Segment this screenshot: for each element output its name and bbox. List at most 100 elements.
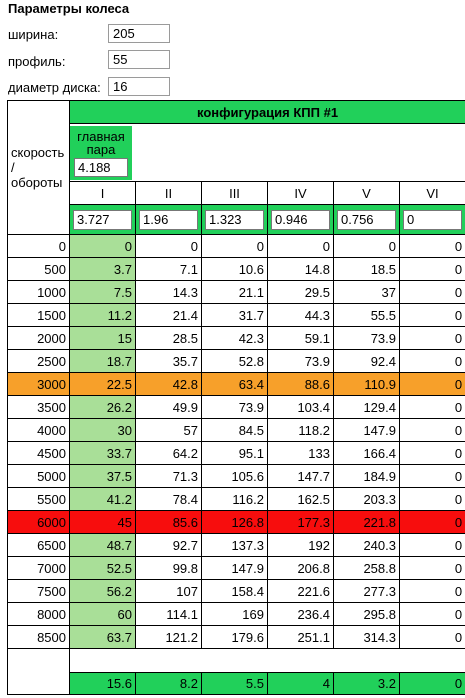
speed-cell: 0 (398, 372, 465, 396)
gear-ratio-cell-1 (69, 204, 136, 235)
table-row: 7500 56.2 107 158.4 221.6 277.3 0 (7, 579, 465, 603)
speed-cell: 314.3 (333, 625, 400, 649)
gear-ratio-cell-2 (135, 204, 202, 235)
speed-rpm-label-cell: скорость / обороты (7, 100, 70, 235)
rpm-cell: 500 (7, 257, 70, 281)
speed-cell: 0 (398, 533, 465, 557)
gear-ratio-input-4[interactable] (271, 209, 330, 230)
rpm-cell: 2000 (7, 326, 70, 350)
rpm-cell: 1500 (7, 303, 70, 327)
rpm-cell: 2500 (7, 349, 70, 373)
rpm-cell: 5500 (7, 487, 70, 511)
total-cell: 15.6 (69, 672, 136, 695)
spacer-cell (68, 648, 465, 673)
gear-ratio-input-6[interactable] (403, 209, 463, 230)
speed-cell: 0 (398, 257, 465, 281)
gear-ratio-input-5[interactable] (337, 209, 396, 230)
table-row: 6000 45 85.6 126.8 177.3 221.8 0 (7, 510, 465, 534)
speed-cell: 0 (398, 464, 465, 488)
speed-cell: 18.7 (69, 349, 136, 373)
speed-cell: 56.2 (69, 579, 136, 603)
speed-cell: 251.1 (267, 625, 334, 649)
speed-cell: 236.4 (267, 602, 334, 626)
table-row: 1500 11.2 21.4 31.7 44.3 55.5 0 (7, 303, 465, 327)
speed-cell: 15 (69, 326, 136, 350)
width-label: ширина: (8, 27, 59, 42)
rpm-cell: 3500 (7, 395, 70, 419)
speed-cell: 64.2 (135, 441, 202, 465)
speed-cell: 0 (135, 234, 202, 258)
gear-ratio-input-3[interactable] (205, 209, 264, 230)
speed-cell: 10.6 (201, 257, 268, 281)
speed-cell: 21.4 (135, 303, 202, 327)
speed-cell: 52.8 (201, 349, 268, 373)
speed-cell: 37 (333, 280, 400, 304)
main-pair-row: главная пара (68, 123, 465, 182)
total-cell: 0 (398, 672, 465, 695)
speed-cell: 45 (69, 510, 136, 534)
gear-ratio-cell-6 (398, 204, 465, 235)
speed-cell: 110.9 (333, 372, 400, 396)
speed-cell: 3.7 (69, 257, 136, 281)
speed-cell: 71.3 (135, 464, 202, 488)
speed-cell: 99.8 (135, 556, 202, 580)
speed-cell: 21.1 (201, 280, 268, 304)
speed-cell: 95.1 (201, 441, 268, 465)
gearbox-table: скорость / обороты конфигурация КПП #1 г… (7, 100, 465, 695)
speed-cell: 30 (69, 418, 136, 442)
speed-cell: 0 (398, 579, 465, 603)
speed-cell: 18.5 (333, 257, 400, 281)
speed-cell: 57 (135, 418, 202, 442)
speed-cell: 258.8 (333, 556, 400, 580)
speed-cell: 177.3 (267, 510, 334, 534)
gear-ratio-cell-4 (267, 204, 334, 235)
speed-cell: 37.5 (69, 464, 136, 488)
speed-cell: 147.9 (333, 418, 400, 442)
speed-cell: 28.5 (135, 326, 202, 350)
speed-cell: 31.7 (201, 303, 268, 327)
speed-cell: 0 (398, 625, 465, 649)
gear-header-2: II (135, 181, 202, 205)
speed-cell: 85.6 (135, 510, 202, 534)
gear-ratio-input-1[interactable] (73, 209, 132, 230)
speed-cell: 7.5 (69, 280, 136, 304)
speed-cell: 26.2 (69, 395, 136, 419)
speed-cell: 0 (398, 349, 465, 373)
total-cell: 4 (267, 672, 334, 695)
gear-ratio-cell-5 (333, 204, 400, 235)
gear-header-5: V (333, 181, 400, 205)
speed-cell: 55.5 (333, 303, 400, 327)
gear-header-4: IV (267, 181, 334, 205)
speed-cell: 0 (398, 602, 465, 626)
speed-cell: 73.9 (333, 326, 400, 350)
gear-ratio-cell-3 (201, 204, 268, 235)
speed-cell: 92.4 (333, 349, 400, 373)
speed-cell: 147.9 (201, 556, 268, 580)
speed-cell: 35.7 (135, 349, 202, 373)
main-pair-input[interactable] (74, 157, 128, 177)
gear-header-1: I (69, 181, 136, 205)
table-row: 2000 15 28.5 42.3 59.1 73.9 0 (7, 326, 465, 350)
speed-cell: 0 (398, 395, 465, 419)
speed-cell: 22.5 (69, 372, 136, 396)
speed-cell: 88.6 (267, 372, 334, 396)
speed-cell: 0 (398, 556, 465, 580)
speed-cell: 0 (398, 303, 465, 327)
gear-header-3: III (201, 181, 268, 205)
speed-cell: 162.5 (267, 487, 334, 511)
gear-ratio-input-2[interactable] (139, 209, 198, 230)
total-cell: 5.5 (201, 672, 268, 695)
speed-cell: 73.9 (267, 349, 334, 373)
profile-input[interactable] (108, 50, 170, 69)
table-row: 5500 41.2 78.4 116.2 162.5 203.3 0 (7, 487, 465, 511)
width-input[interactable] (108, 24, 170, 43)
speed-cell: 0 (398, 441, 465, 465)
rpm-cell: 6000 (7, 510, 70, 534)
speed-cell: 129.4 (333, 395, 400, 419)
disk-diameter-input[interactable] (108, 77, 170, 96)
totals-row: 15.6 8.2 5.5 4 3.2 0 (8, 672, 465, 695)
speed-cell: 0 (69, 234, 136, 258)
gear-header-6: VI (398, 181, 465, 205)
rpm-cell: 4500 (7, 441, 70, 465)
